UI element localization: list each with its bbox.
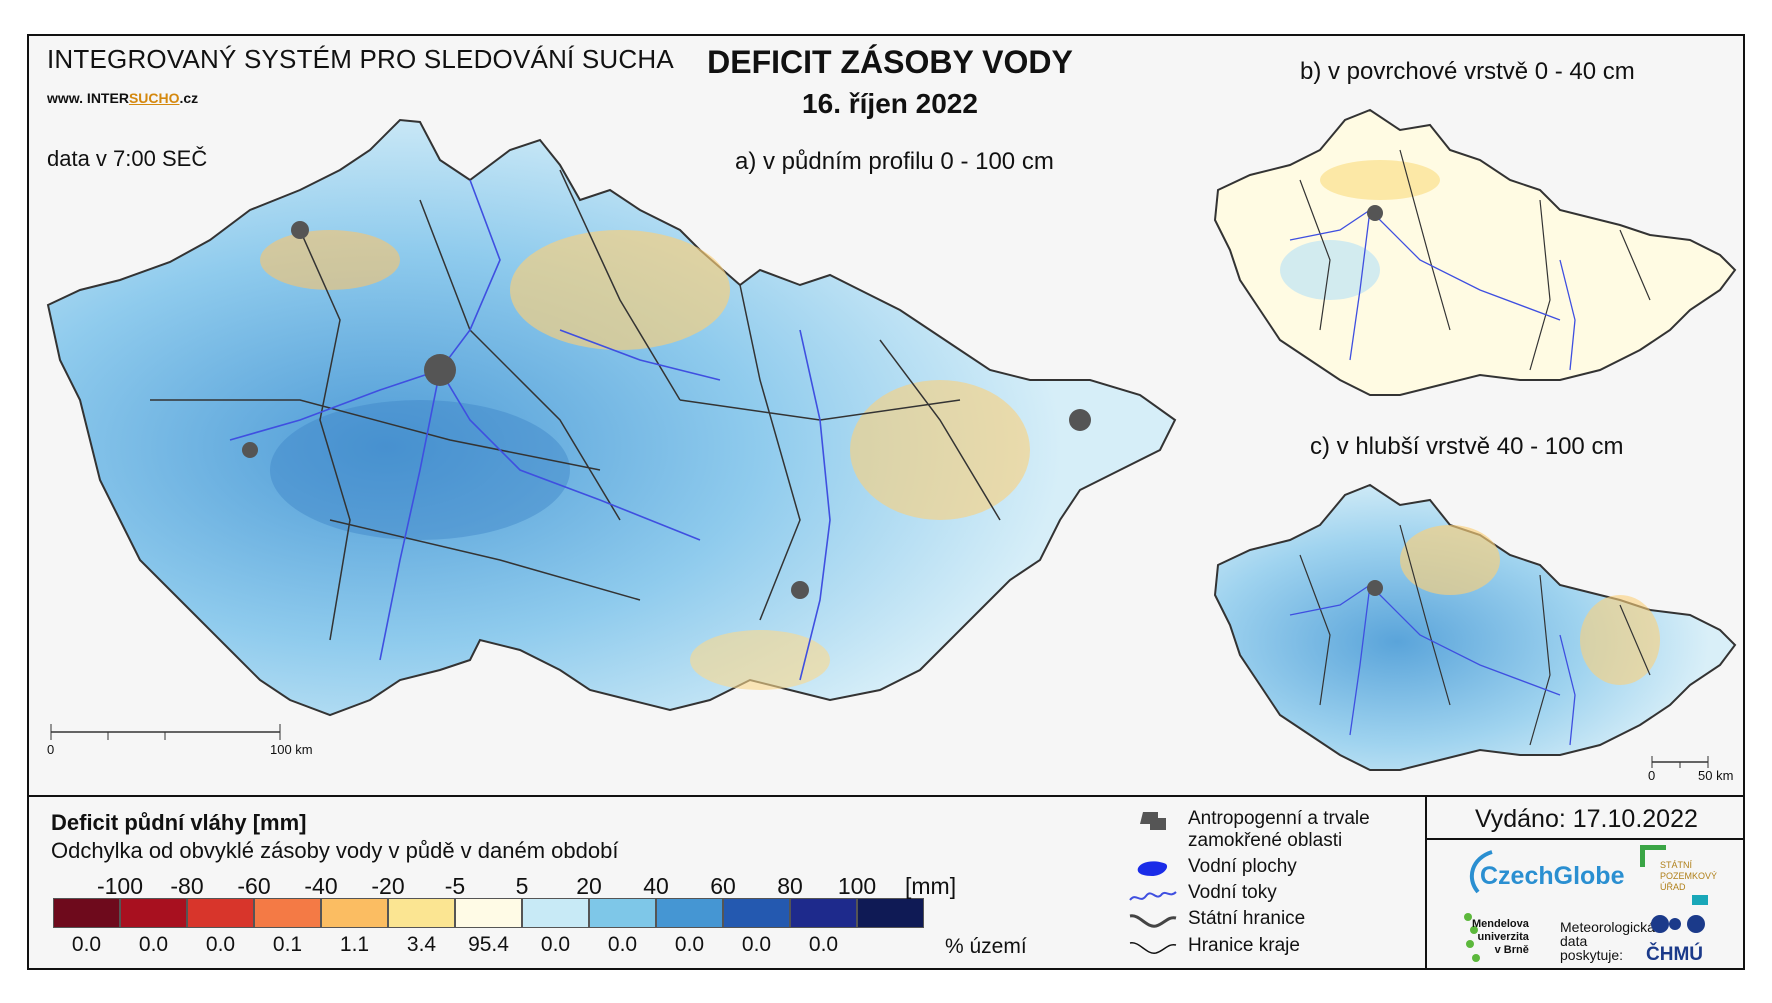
legend-river-label: Vodní toky <box>1188 882 1277 903</box>
legend-swatch <box>589 898 656 928</box>
legend-swatch <box>857 898 924 928</box>
czechglobe-swoosh-icon <box>1469 850 1493 894</box>
legend-swatch <box>321 898 388 928</box>
legend-tick-label: -40 <box>304 873 338 899</box>
legend-urban-label-2: zamokřené oblasti <box>1188 830 1343 851</box>
legend-percentage: 1.1 <box>339 933 370 956</box>
legend-swatch <box>723 898 790 928</box>
mendel-logo-text: Mendelova univerzita v Brně <box>1472 918 1529 956</box>
legend-tick-label: -60 <box>237 873 271 899</box>
legend-region-border-label: Hranice kraje <box>1188 935 1300 956</box>
legend-tick-label: -20 <box>371 873 405 899</box>
legend-swatch <box>254 898 321 928</box>
website-url[interactable]: www. INTERSUCHO.cz <box>47 90 199 106</box>
main-title: DEFICIT ZÁSOBY VODY <box>707 44 1073 80</box>
footer-divider-horizontal <box>1425 838 1745 840</box>
legend-swatch <box>522 898 589 928</box>
legend-title: Deficit půdní vláhy [mm] <box>51 810 307 835</box>
legend-percentage: 0.0 <box>808 933 839 956</box>
legend-region-border: Hranice kraje <box>1128 935 1300 961</box>
system-title: INTEGROVANÝ SYSTÉM PRO SLEDOVÁNÍ SUCHA <box>47 44 674 74</box>
legend-tick-label: 5 <box>515 873 529 899</box>
legend-percentage: 0.0 <box>138 933 169 956</box>
legend-river: Vodní toky <box>1128 882 1277 908</box>
legend-tick-label: -5 <box>444 873 466 899</box>
legend-swatch <box>120 898 187 928</box>
legend-tick-label: 80 <box>777 873 803 899</box>
legend-percentage: 3.4 <box>406 933 437 956</box>
legend-tick-label: -100 <box>96 873 144 899</box>
scale-small-start: 0 <box>1648 768 1656 783</box>
legend-tick-label: 20 <box>576 873 602 899</box>
scale-small-end: 50 km <box>1698 768 1734 783</box>
legend-state-border: Státní hranice <box>1128 908 1305 934</box>
scale-main-start: 0 <box>47 742 55 757</box>
legend-swatch <box>790 898 857 928</box>
chmu-logo-text: ČHMÚ <box>1646 944 1703 965</box>
legend-tick-label: 40 <box>643 873 669 899</box>
urban-area-icon <box>1140 812 1166 830</box>
mendel-dots-icon <box>1464 913 1480 962</box>
legend-swatch <box>388 898 455 928</box>
legend-percentage: 0.0 <box>607 933 638 956</box>
legend-percentage: 0.0 <box>674 933 705 956</box>
legend-percentage: 0.0 <box>71 933 102 956</box>
map-c-title: c) v hlubší vrstvě 40 - 100 cm <box>1310 433 1624 460</box>
scale-main-end: 100 km <box>270 742 313 757</box>
legend-divider <box>29 795 1745 797</box>
spu-accent-icon <box>1692 895 1708 905</box>
data-time: data v 7:00 SEČ <box>47 146 208 171</box>
legend-subtitle: Odchylka od obvyklé zásoby vody v půdě v… <box>51 838 619 863</box>
legend-urban: Antropogenní a trvale zamokřené oblasti <box>1128 808 1370 852</box>
legend-swatch <box>187 898 254 928</box>
state-border-icon <box>1129 914 1177 928</box>
legend-swatch <box>53 898 120 928</box>
region-border-icon <box>1129 942 1177 954</box>
legend-water-label: Vodní plochy <box>1188 856 1297 877</box>
legend-tick-label: 100 <box>837 873 877 899</box>
legend-percentage: 0.0 <box>540 933 571 956</box>
map-b-title: b) v povrchové vrstvě 0 - 40 cm <box>1300 58 1635 85</box>
legend-water: Vodní plochy <box>1128 856 1297 882</box>
czechglobe-logo: CzechGlobe <box>1480 862 1625 890</box>
legend-percentage: 0.1 <box>272 933 303 956</box>
legend-percentage: 95.4 <box>468 933 509 956</box>
legend-tick-label: 60 <box>710 873 736 899</box>
river-icon <box>1129 891 1177 901</box>
map-date: 16. říjen 2022 <box>802 88 978 119</box>
legend-urban-label-1: Antropogenní a trvale <box>1188 808 1370 829</box>
legend-percentage: 0.0 <box>205 933 236 956</box>
legend-percentage: 0.0 <box>741 933 772 956</box>
footer-divider-vertical <box>1425 795 1427 970</box>
chmu-logo-icon <box>1651 915 1705 933</box>
legend-tick-label: -80 <box>170 873 204 899</box>
met-data-text: Meteorologická data poskytuje: <box>1560 919 1655 963</box>
spu-logo-icon <box>1640 845 1666 867</box>
legend-state-border-label: Státní hranice <box>1188 908 1306 929</box>
spu-logo-text: STÁTNÍ POZEMKOVÝ ÚŘAD <box>1660 860 1718 892</box>
legend-percent-label: % území <box>945 935 1027 958</box>
legend-swatch <box>656 898 723 928</box>
map-a-title: a) v půdním profilu 0 - 100 cm <box>735 148 1054 175</box>
water-body-icon <box>1137 861 1168 876</box>
legend-unit: [mm] <box>905 873 957 899</box>
legend-color-scale <box>53 898 924 928</box>
issued-date: Vydáno: 17.10.2022 <box>1475 805 1698 833</box>
legend-swatch <box>455 898 522 928</box>
